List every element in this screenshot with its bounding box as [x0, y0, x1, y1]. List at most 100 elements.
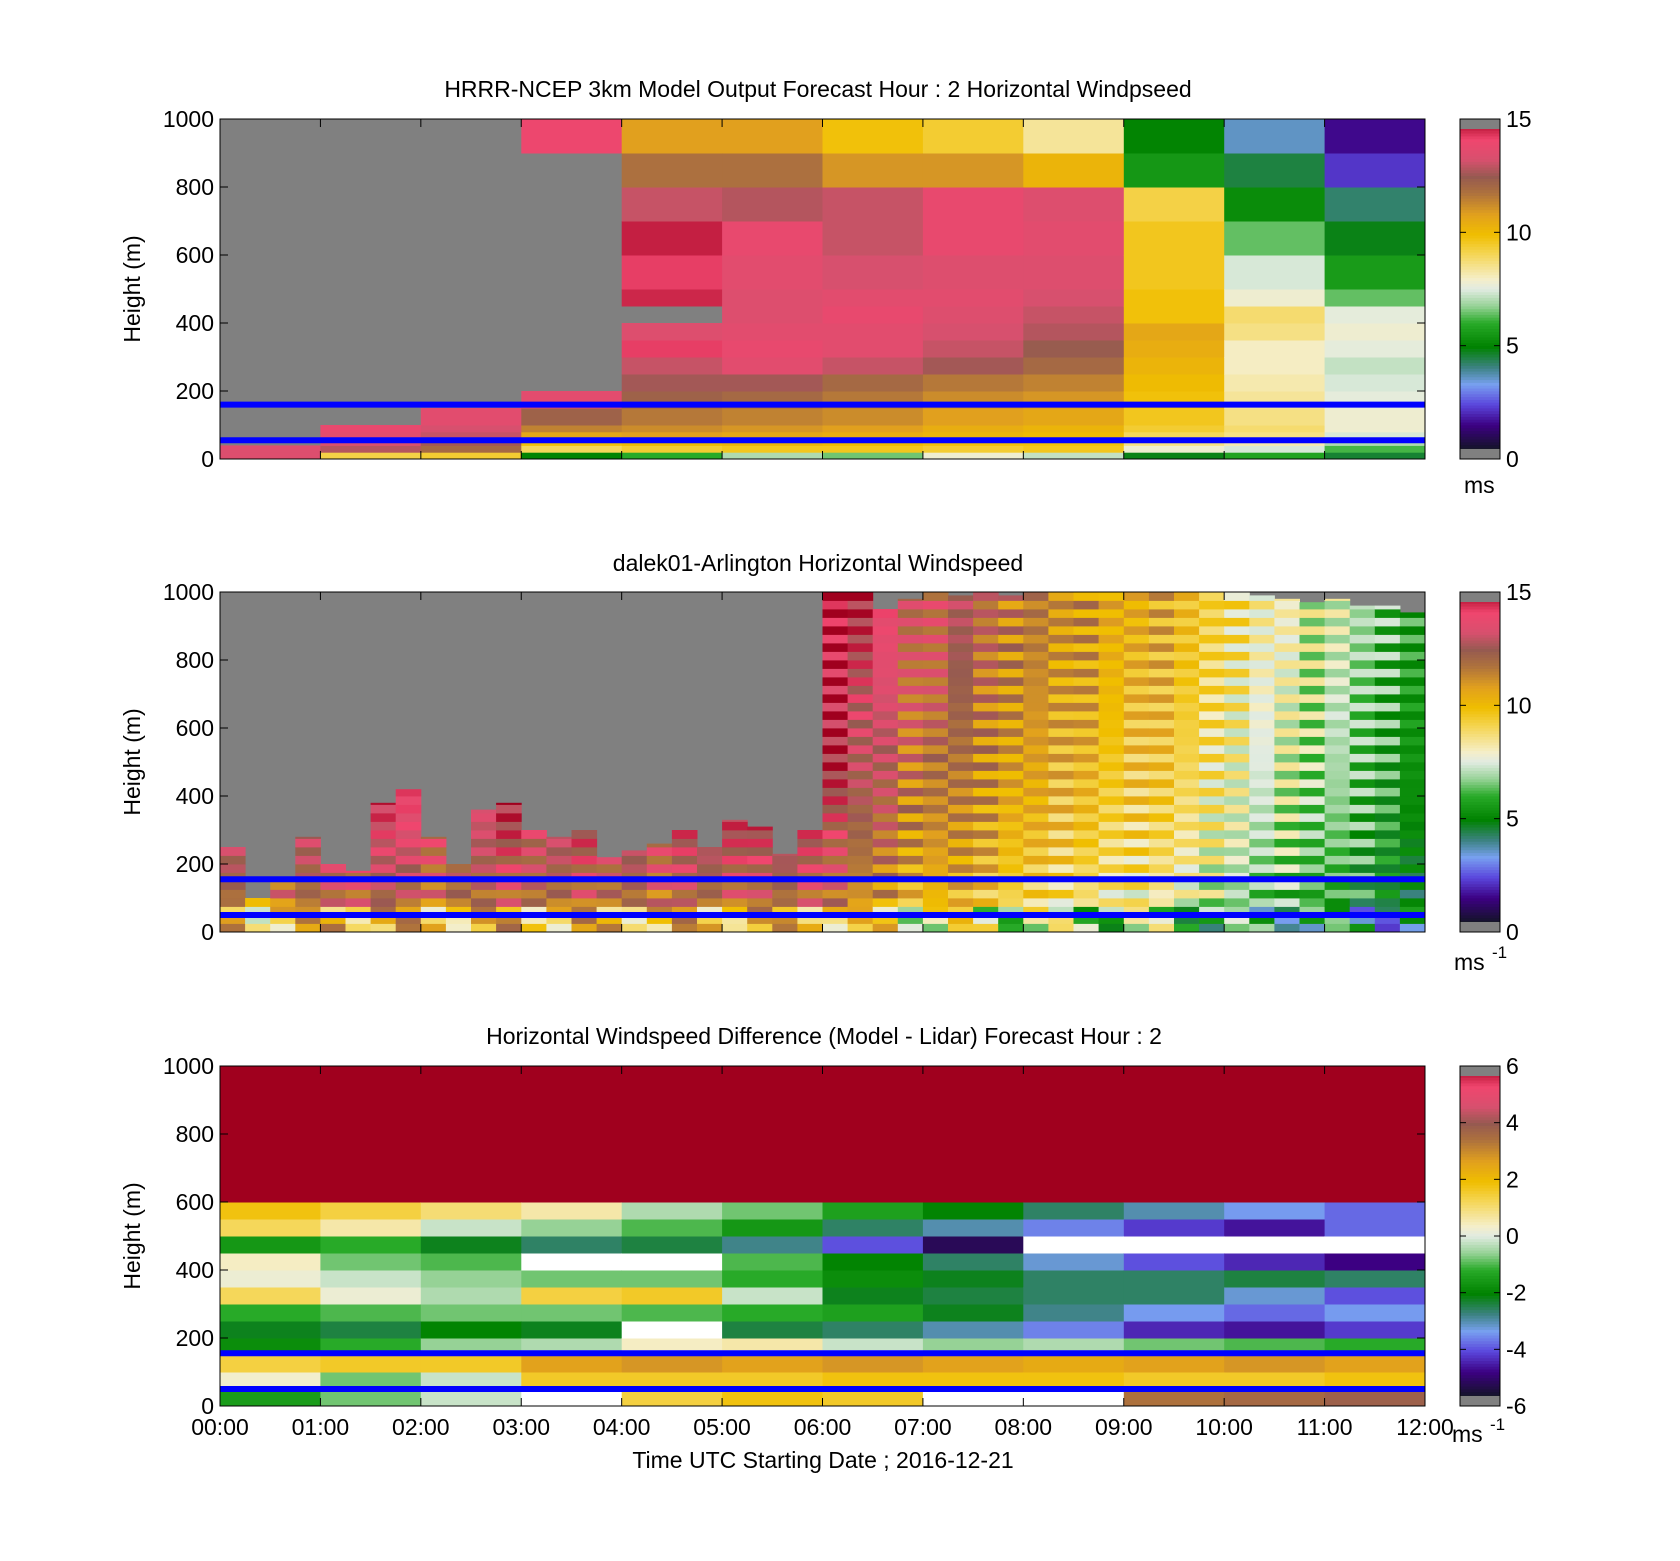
colorbar-swatch	[1460, 150, 1500, 154]
heatmap-cell	[973, 855, 999, 865]
heatmap-cell	[1148, 770, 1175, 780]
heatmap-cell	[1324, 804, 1351, 814]
heatmap-cell	[420, 1372, 522, 1390]
heatmap-cell	[1123, 153, 1225, 188]
heatmap-cell	[973, 592, 999, 601]
heatmap-cell	[1374, 660, 1401, 669]
heatmap-cell	[1349, 838, 1376, 848]
heatmap-cell	[1023, 685, 1049, 695]
heatmap-cell	[922, 694, 949, 703]
colorbar-swatch	[1460, 679, 1500, 684]
heatmap-cell	[1374, 881, 1401, 890]
heatmap-cell	[671, 830, 698, 839]
heatmap-cell	[395, 915, 422, 924]
heatmap-cell	[546, 881, 572, 890]
heatmap-cell	[1249, 668, 1275, 678]
heatmap-cell	[1199, 634, 1225, 644]
heatmap-cell	[1299, 602, 1326, 610]
heatmap-cell	[922, 425, 1024, 433]
heatmap-cell	[1123, 847, 1150, 856]
heatmap-cell	[922, 1321, 1024, 1339]
heatmap-cell	[1123, 770, 1150, 780]
colorbar-swatch	[1460, 147, 1500, 151]
heatmap-cell	[822, 923, 849, 933]
heatmap-cell	[1399, 770, 1426, 780]
panel-model-title: HRRR-NCEP 3km Model Output Forecast Hour…	[444, 76, 1191, 102]
colorbar-swatch	[1460, 1213, 1500, 1217]
heatmap-cell	[621, 1117, 723, 1135]
heatmap-cell	[722, 898, 748, 907]
heatmap-cell	[1324, 787, 1351, 797]
heatmap-cell	[722, 445, 823, 453]
heatmap-cell	[1148, 728, 1175, 737]
colorbar-swatch	[1460, 209, 1500, 213]
heatmap-cell	[922, 600, 949, 610]
heatmap-cell	[571, 923, 598, 933]
heatmap-cell	[1249, 728, 1275, 737]
heatmap-cell	[697, 923, 723, 933]
heatmap-cell	[1374, 898, 1401, 907]
y-tick-label: 0	[201, 919, 214, 945]
heatmap-cell	[1224, 1372, 1326, 1390]
heatmap-cell	[571, 855, 598, 865]
colorbar-swatch	[1460, 705, 1500, 709]
heatmap-cell	[1249, 702, 1275, 712]
heatmap-cell	[847, 915, 874, 924]
colorbar-swatch	[1460, 773, 1500, 777]
heatmap-cell	[1349, 821, 1376, 831]
colorbar-tick-label: 10	[1506, 219, 1532, 245]
heatmap-cell	[320, 1253, 422, 1271]
heatmap-cell	[671, 847, 698, 856]
y-label-difference: Height (m)	[119, 1182, 145, 1289]
heatmap-cell	[1023, 1321, 1125, 1339]
heatmap-cell	[1148, 838, 1175, 848]
heatmap-cell	[496, 855, 522, 865]
heatmap-cell	[1274, 685, 1300, 695]
heatmap-cell	[395, 906, 422, 916]
heatmap-cell	[1123, 600, 1150, 610]
heatmap-cell	[521, 923, 547, 933]
colorbar-swatch	[1460, 266, 1500, 270]
heatmap-cell	[1073, 728, 1100, 737]
heatmap-cell	[722, 1117, 823, 1135]
heatmap-cell	[1023, 762, 1049, 771]
heatmap-cell	[822, 830, 849, 839]
heatmap-cell	[1048, 600, 1074, 610]
heatmap-cell	[295, 889, 321, 899]
heatmap-cell	[1098, 770, 1125, 780]
heatmap-cell	[1349, 617, 1376, 627]
heatmap-cell	[220, 855, 246, 865]
heatmap-cell	[897, 770, 924, 780]
heatmap-cell	[822, 864, 849, 873]
heatmap-cell	[220, 1270, 321, 1288]
x-tick-label: 10:00	[1195, 1414, 1253, 1440]
heatmap-cell	[1249, 855, 1275, 865]
heatmap-cell	[1174, 711, 1200, 720]
heatmap-cell	[1399, 906, 1426, 916]
heatmap-cell	[1048, 609, 1074, 618]
heatmap-cell	[822, 804, 849, 814]
heatmap-cell	[722, 1066, 823, 1084]
heatmap-cell	[822, 1202, 924, 1220]
colorbar-swatch	[1460, 1264, 1500, 1268]
heatmap-cell	[872, 694, 899, 703]
colorbar-swatch	[1460, 906, 1500, 910]
heatmap-cell	[1399, 830, 1426, 839]
heatmap-cell	[1324, 855, 1351, 865]
heatmap-cell	[521, 1151, 623, 1169]
heatmap-cell	[521, 906, 547, 916]
heatmap-cell	[1274, 609, 1300, 618]
heatmap-cell	[1098, 694, 1125, 703]
heatmap-cell	[1324, 598, 1351, 601]
heatmap-cell	[1123, 813, 1150, 822]
heatmap-cell	[395, 796, 422, 805]
colorbar-swatch	[1460, 844, 1500, 848]
heatmap-cell	[747, 864, 773, 873]
y-tick-label: 0	[201, 1393, 214, 1419]
heatmap-cell	[1324, 660, 1351, 669]
heatmap-cell	[1274, 736, 1300, 746]
heatmap-cell	[1199, 651, 1225, 661]
heatmap-cell	[1274, 796, 1300, 805]
heatmap-cell	[270, 923, 296, 933]
heatmap-cell	[1274, 694, 1300, 703]
